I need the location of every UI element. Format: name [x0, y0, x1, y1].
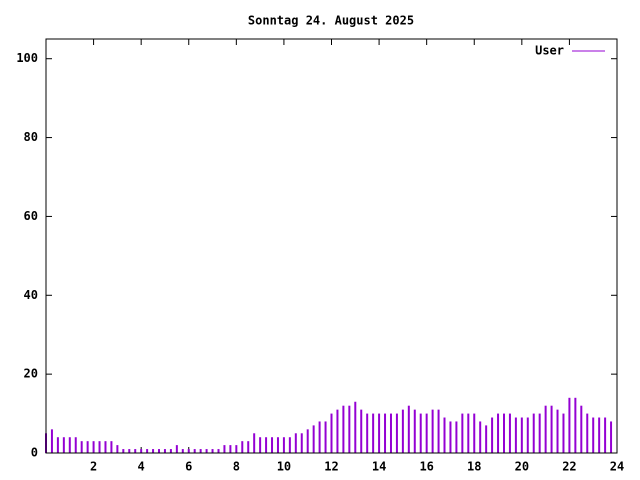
x-tick-label: 12: [324, 460, 338, 474]
x-tick-label: 10: [277, 460, 291, 474]
x-tick-label: 2: [90, 460, 97, 474]
y-tick-label: 100: [16, 51, 38, 65]
y-tick-label: 20: [24, 367, 38, 381]
chart-title: Sonntag 24. August 2025: [248, 14, 414, 28]
x-tick-label: 4: [138, 460, 145, 474]
y-tick-label: 80: [24, 130, 38, 144]
y-tick-label: 0: [31, 446, 38, 460]
x-tick-label: 22: [562, 460, 576, 474]
x-tick-label: 6: [185, 460, 192, 474]
x-tick-label: 18: [467, 460, 481, 474]
y-tick-label: 40: [24, 288, 38, 302]
legend-label: User: [535, 44, 564, 58]
x-tick-label: 8: [233, 460, 240, 474]
x-tick-label: 16: [419, 460, 433, 474]
x-tick-label: 20: [515, 460, 529, 474]
plot-border: [45, 38, 618, 454]
x-tick-label: 14: [372, 460, 386, 474]
y-tick-label: 60: [24, 209, 38, 223]
x-tick-label: 24: [610, 460, 624, 474]
